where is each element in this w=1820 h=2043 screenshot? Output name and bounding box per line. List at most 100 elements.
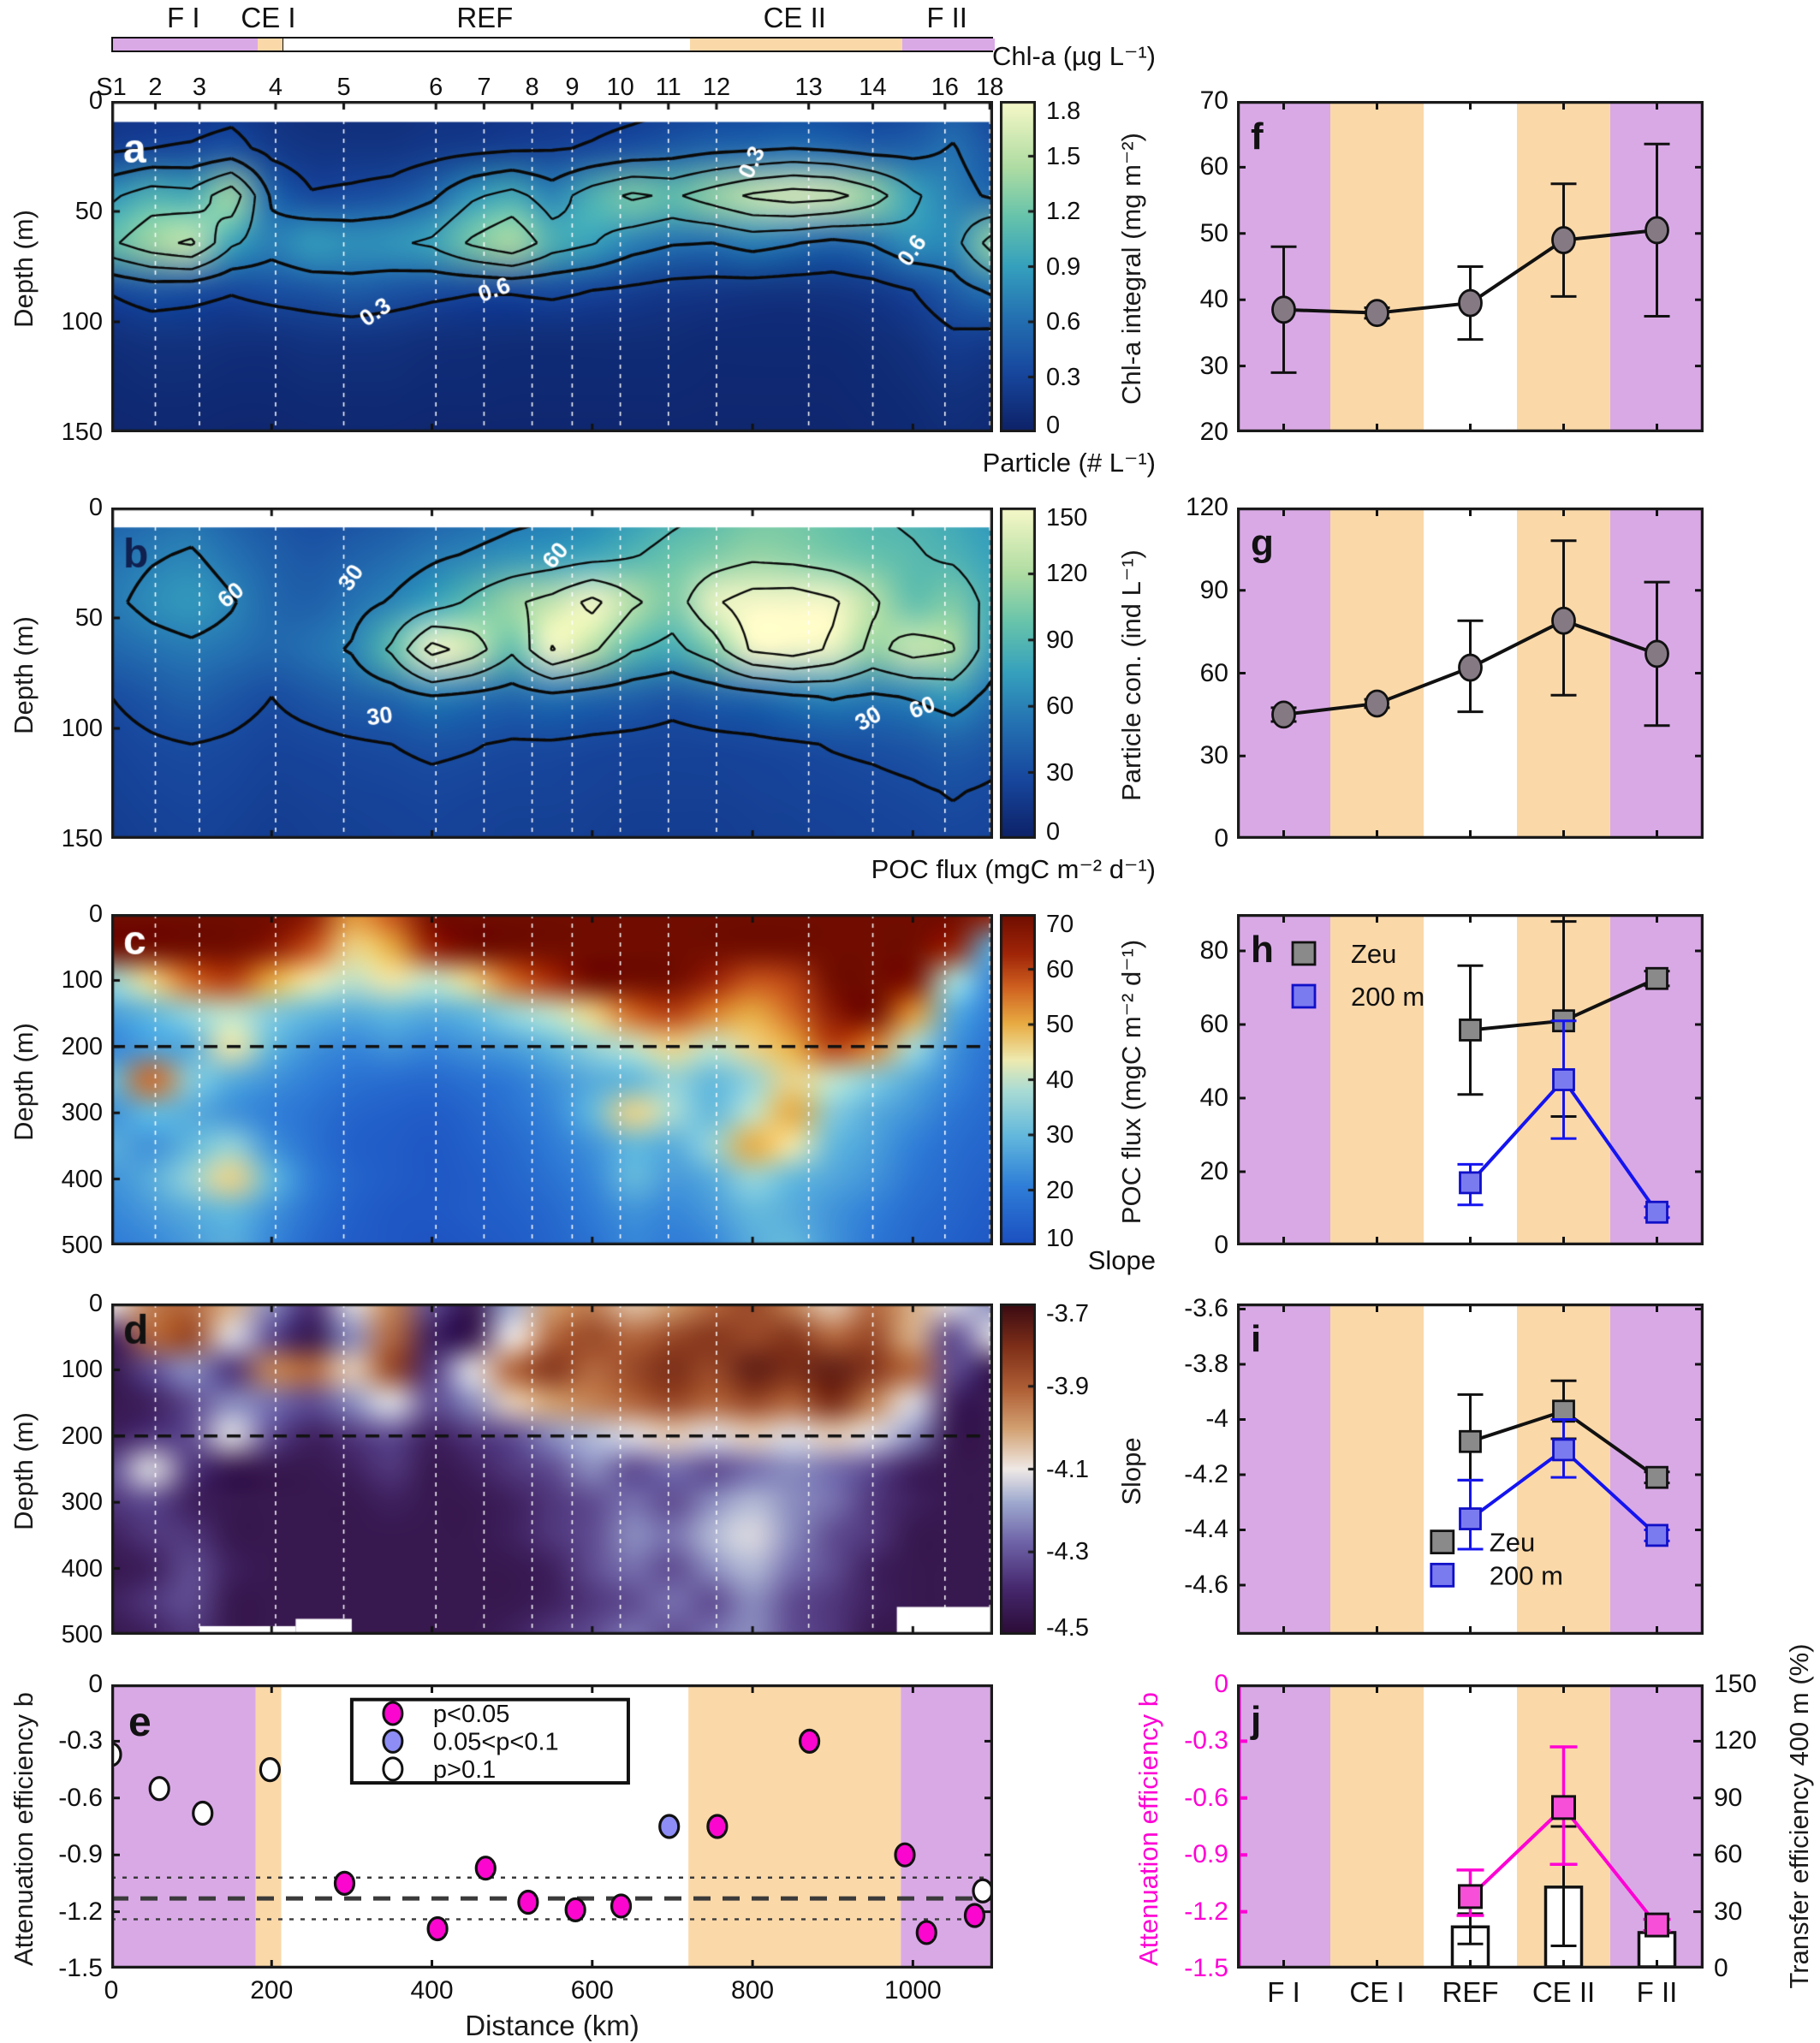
tick-label: 20 — [1046, 1176, 1074, 1204]
station-label-6: 6 — [429, 74, 443, 101]
station-label-16: 16 — [931, 74, 959, 101]
tick-label: F II — [1636, 1976, 1678, 2008]
tick-label: 300 — [61, 1488, 103, 1517]
legend-marker — [382, 1701, 404, 1726]
tick-label: CE I — [1349, 1976, 1405, 2008]
ylabel-poc-flux: POC flux (mgC m⁻² d⁻¹) — [1116, 939, 1146, 1225]
attenuation-marker — [1551, 1795, 1576, 1820]
legend-marker-h — [1291, 983, 1317, 1009]
tick-label: 70 — [1046, 911, 1074, 938]
tick-label: 90 — [1046, 626, 1074, 654]
tick-label: 500 — [61, 1621, 103, 1648]
tick-label: -1.2 — [58, 1897, 103, 1926]
station-label-13: 13 — [794, 74, 823, 101]
data-point-e — [517, 1889, 539, 1915]
panel-letter-h: h — [1251, 929, 1274, 971]
tick-label: 100 — [61, 966, 103, 995]
tick-label: 200 — [250, 1976, 294, 2004]
tick-label: 50 — [74, 604, 103, 632]
panel-a-heatmap-canvas — [111, 101, 993, 432]
Particle concentration-marker — [1271, 700, 1296, 729]
tick-label: 30 — [1046, 758, 1074, 787]
tick-label: 120 — [1046, 560, 1088, 588]
panel-e-scatter: p<0.050.05<p<0.1p>0.1 e — [111, 1684, 993, 1969]
Zeu-marker — [1552, 1399, 1575, 1423]
tick-label: -0.3 — [1184, 1726, 1228, 1755]
attenuation-marker — [1645, 1912, 1669, 1938]
station-label-5: 5 — [336, 74, 351, 101]
region-segment-ref — [283, 39, 693, 50]
tick-label: 1.5 — [1046, 142, 1081, 170]
tick-label: 30 — [1714, 1897, 1743, 1926]
colorbar-b — [1000, 508, 1036, 839]
ylabel-slope-i: Slope — [1116, 1437, 1146, 1506]
colorbar-a — [1000, 101, 1036, 432]
panel-g: g — [1237, 508, 1704, 839]
colorbar-title-particle: Particle (# L⁻¹) — [982, 448, 1156, 478]
ylabel-attenuation-j: Attenuation efficiency b — [1133, 1692, 1163, 1966]
band-FI — [111, 1684, 256, 1969]
station-label-11: 11 — [655, 74, 681, 101]
Particle concentration-marker — [1365, 689, 1389, 718]
ticks — [1237, 1304, 1704, 1635]
tick-label: 0 — [1214, 824, 1228, 852]
tick-label: 1.8 — [1046, 98, 1081, 125]
tick-label: 0 — [88, 87, 103, 115]
panel-b-heatmap-canvas — [111, 508, 993, 839]
Chl-a integral-marker — [1365, 299, 1389, 328]
tick-label: 0 — [88, 1670, 103, 1698]
tick-label: -0.9 — [58, 1840, 103, 1869]
tick-label: 100 — [61, 715, 103, 742]
attenuation-marker — [1458, 1884, 1483, 1909]
panel-d-heatmap-canvas — [111, 1304, 993, 1635]
tick-label: 800 — [731, 1976, 775, 2004]
tick-label: 0 — [1214, 1670, 1228, 1698]
panel-f: f — [1237, 101, 1704, 432]
200 m-marker — [1459, 1507, 1482, 1530]
ylabel-attenuation-e: Attenuation efficiency b — [9, 1692, 39, 1966]
tick-label: 0.9 — [1046, 252, 1081, 281]
tick-label: 200 — [61, 1422, 103, 1450]
band — [1330, 1304, 1424, 1635]
ylabel-depth-c: Depth (m) — [9, 1023, 39, 1141]
tick-label: 40 — [1199, 285, 1228, 314]
region-label: CE II — [763, 2, 826, 33]
tick-label: REF — [1442, 1976, 1499, 2008]
panel-letter-i: i — [1251, 1318, 1261, 1360]
panel-c-heatmap-canvas — [111, 914, 993, 1245]
colorbar-title-pocflux: POC flux (mgC m⁻² d⁻¹) — [871, 854, 1156, 884]
Chl-a integral-marker — [1271, 295, 1296, 324]
Chl-a integral-marker — [1645, 216, 1669, 245]
ticks — [1237, 914, 1704, 1245]
tick-label: -3.6 — [1184, 1294, 1228, 1323]
tick-label: 600 — [570, 1976, 614, 2004]
frame — [1237, 1684, 1704, 1969]
band — [1237, 914, 1330, 1245]
tick-label: -0.3 — [58, 1726, 103, 1755]
tick-label: 150 — [1714, 1670, 1758, 1698]
region-label: F II — [926, 2, 967, 33]
colorbar-title-chla: Chl-a (µg L⁻¹) — [992, 41, 1156, 71]
Zeu-marker — [1459, 1429, 1482, 1453]
tick-label: 80 — [1199, 936, 1228, 965]
tick-label: 400 — [61, 1165, 103, 1193]
legend-label: p<0.05 — [433, 1701, 510, 1728]
band — [1237, 508, 1330, 839]
tick-label: 70 — [1199, 86, 1228, 115]
tick-label: 400 — [410, 1976, 454, 2004]
frame — [1237, 508, 1704, 839]
tick-label: 20 — [1199, 418, 1228, 446]
tick-label: 100 — [61, 1356, 103, 1384]
tick-label: 150 — [61, 419, 103, 446]
station-label-S1: S1 — [96, 74, 127, 101]
panel-letter-f: f — [1251, 116, 1264, 157]
panel-h: Zeu 200 m h — [1237, 914, 1704, 1245]
tick-label: -4 — [1205, 1405, 1228, 1434]
data-point-e — [148, 1776, 170, 1802]
tick-label: CE II — [1532, 1976, 1596, 2008]
tick-label: 60 — [1199, 658, 1228, 687]
region-segment-fii — [902, 39, 995, 50]
ticks — [1237, 101, 1704, 432]
tick-label: -4.5 — [1046, 1614, 1089, 1642]
